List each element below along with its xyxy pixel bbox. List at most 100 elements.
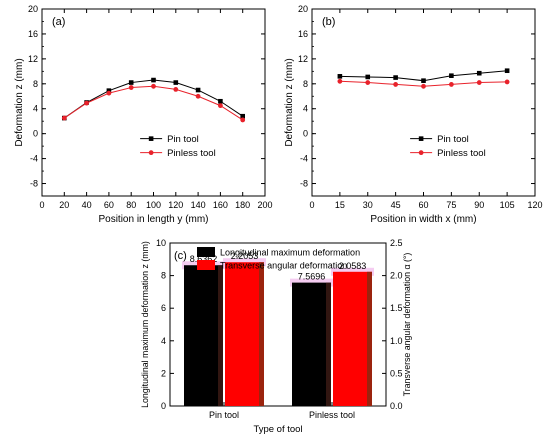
x-tick-label: 200	[257, 200, 272, 210]
x-tick-label: 60	[104, 200, 114, 210]
x-tick-label: 120	[168, 200, 183, 210]
data-point	[504, 68, 510, 74]
data-point	[476, 70, 482, 76]
data-point	[106, 90, 112, 96]
bar-edge-shade	[367, 271, 372, 406]
legend-marker	[148, 150, 154, 156]
panel-label: (a)	[52, 16, 65, 28]
y-tick-label: 0	[33, 129, 38, 139]
legend-label: Pin tool	[437, 134, 469, 145]
y-tick-label-right: 1.5	[390, 303, 403, 313]
data-point	[449, 73, 454, 78]
legend-label: Pinless tool	[437, 148, 486, 159]
data-point	[128, 80, 134, 85]
data-label: 7.5696	[298, 272, 326, 282]
data-point	[128, 85, 134, 90]
data-point	[393, 82, 399, 87]
x-axis-title: Position in width x (mm)	[370, 214, 476, 225]
data-point	[476, 80, 482, 85]
x-tick-label: 15	[335, 200, 345, 210]
x-tick-label: 20	[59, 200, 69, 210]
y-tick-label: 4	[303, 104, 308, 114]
data-point	[504, 79, 510, 85]
y-tick-label: 6	[161, 303, 166, 313]
legend-label: Pinless tool	[167, 148, 216, 159]
x-tick-label: Pinless tool	[309, 410, 355, 420]
data-point	[448, 82, 454, 87]
bar-edge-shade	[326, 282, 331, 406]
x-tick-label: 75	[446, 200, 456, 210]
bar	[292, 282, 331, 406]
data-point	[218, 98, 223, 104]
y-tick-label: 16	[28, 29, 38, 39]
data-point	[421, 78, 426, 83]
y-tick-label: -8	[30, 179, 38, 189]
x-tick-label: 120	[527, 200, 542, 210]
series-line	[64, 85, 243, 121]
x-tick-label: 90	[474, 200, 484, 210]
y-axis-title-right: Transverse angular deformation α (°)	[402, 253, 412, 397]
y-tick-label: -8	[300, 179, 308, 189]
data-point	[240, 113, 245, 119]
plot-frame	[311, 8, 536, 197]
data-point	[393, 75, 398, 80]
y-tick-label: -4	[30, 154, 38, 164]
bar	[225, 262, 264, 406]
x-tick-label: 40	[82, 200, 92, 210]
legend-marker	[418, 150, 424, 156]
x-tick-label: 180	[235, 200, 250, 210]
y-tick-label: 0	[303, 129, 308, 139]
legend-marker	[148, 136, 154, 141]
data-point	[151, 77, 156, 83]
data-label: 8.6362	[190, 254, 218, 264]
bar-edge-shade	[259, 262, 264, 406]
y-tick-label: 10	[156, 238, 166, 248]
x-tick-label: 80	[126, 200, 136, 210]
y-tick-label: -4	[300, 154, 308, 164]
data-point	[421, 83, 426, 89]
data-point	[84, 100, 89, 106]
x-tick-label: 60	[418, 200, 428, 210]
y-tick-label: 20	[298, 4, 308, 14]
y-tick-label: 4	[161, 336, 166, 346]
y-tick-label: 12	[298, 54, 308, 64]
x-tick-label: 160	[213, 200, 228, 210]
bar	[184, 265, 223, 406]
y-tick-label-right: 2.5	[390, 238, 403, 248]
data-point	[218, 103, 223, 109]
y-tick-label: 8	[33, 79, 38, 89]
y-tick-label: 12	[28, 54, 38, 64]
y-tick-label-right: 1.0	[390, 336, 403, 346]
x-tick-label: 105	[500, 200, 515, 210]
panel-c-bar-chart: 0 2 4 6 8 10 0.0 0.5 1.0 1.5 2.0 2.5 Pin tool 8.6362 2…	[140, 238, 412, 435]
plot-frame	[169, 242, 387, 407]
data-point	[240, 117, 246, 123]
data-point	[195, 87, 201, 93]
data-point	[337, 74, 343, 79]
bar-edge-shade	[218, 265, 223, 406]
y-tick-label: 20	[28, 4, 38, 14]
data-point	[337, 78, 343, 84]
y-tick-label-right: 0.5	[390, 368, 403, 378]
bar	[333, 271, 372, 406]
data-point	[106, 88, 112, 93]
data-point	[151, 83, 156, 89]
data-label: 2.0583	[339, 261, 367, 271]
x-tick-label: 0	[39, 200, 44, 210]
legend-swatch	[197, 247, 215, 257]
y-tick-label: 4	[33, 104, 38, 114]
legend-marker	[418, 136, 424, 141]
legend-label: Transverse angular deformation	[220, 261, 347, 271]
x-axis-title: Type of tool	[253, 424, 302, 435]
x-tick-label: 100	[146, 200, 161, 210]
y-tick-label-right: 0.0	[390, 401, 403, 411]
x-tick-label: 140	[191, 200, 206, 210]
plot-frame	[41, 8, 266, 197]
x-axis-title: Position in length y (mm)	[98, 214, 208, 225]
x-tick-label: Pin tool	[209, 410, 239, 420]
x-tick-label: 45	[391, 200, 401, 210]
data-point	[195, 93, 201, 99]
data-label: 2.2053	[231, 251, 259, 261]
panel-label: (b)	[322, 16, 335, 28]
legend-label: Longitudinal maximum deformation	[220, 248, 360, 258]
